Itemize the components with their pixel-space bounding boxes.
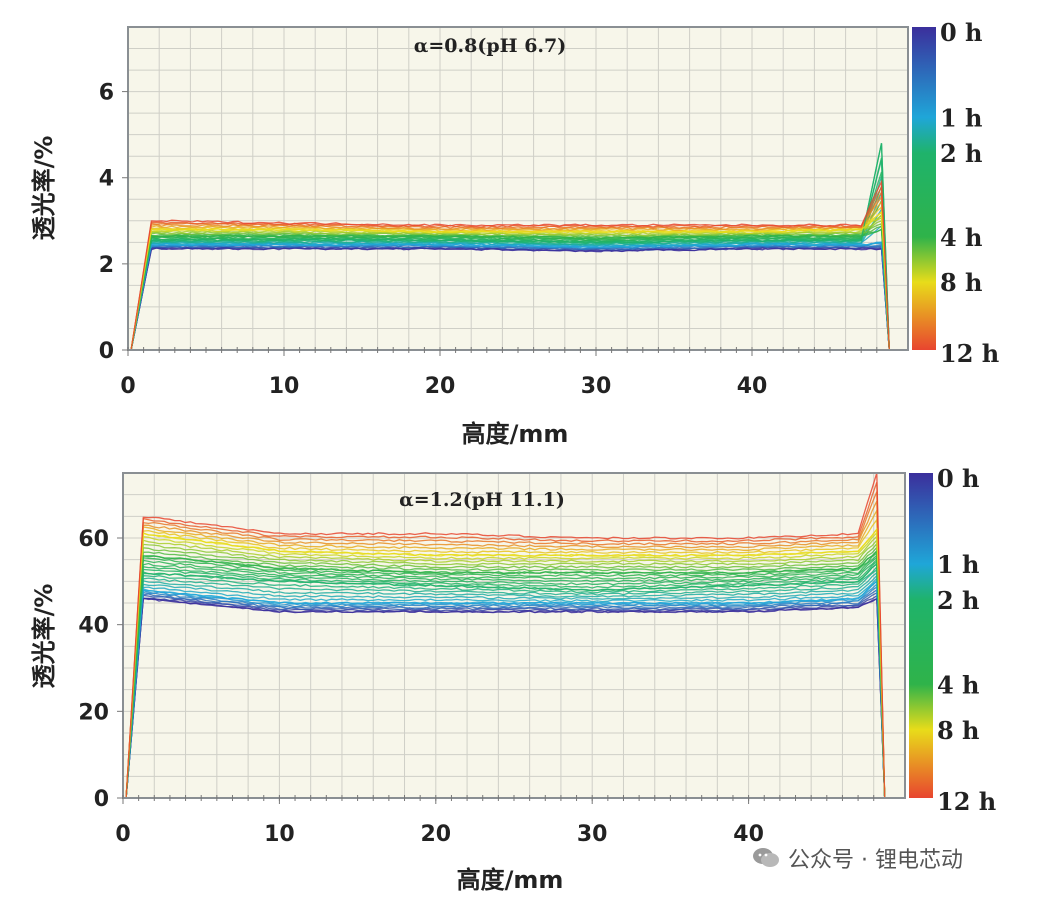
series-line-interp <box>125 535 886 799</box>
series-line-interp <box>125 551 886 799</box>
y-tick-label: 40 <box>78 614 109 639</box>
series-line-1h <box>130 241 890 351</box>
colorbar-label: 0 h <box>937 464 980 493</box>
x-tick-label: 10 <box>264 822 295 847</box>
y-tick-label: 60 <box>78 527 109 552</box>
x-tick-label: 20 <box>420 822 451 847</box>
colorbar-label: 12 h <box>940 339 999 368</box>
grid <box>127 26 909 351</box>
colorbar-label: 4 h <box>940 223 983 252</box>
x-axis-label: 高度/mm <box>457 866 564 894</box>
chart-title: α=0.8(pH 6.7) <box>414 35 566 57</box>
series-line-interp <box>125 491 886 799</box>
colorbar-label: 0 h <box>940 18 983 47</box>
colorbar <box>909 473 933 798</box>
plot-area <box>123 473 905 798</box>
colorbar-label: 4 h <box>937 670 980 699</box>
curves <box>125 472 886 799</box>
colorbar-label: 8 h <box>937 716 980 745</box>
series-line-interp <box>125 571 886 799</box>
y-tick-label: 4 <box>99 167 114 192</box>
y-axis-label: 透光率/% <box>30 136 58 241</box>
colorbar-label: 1 h <box>940 103 983 132</box>
colorbar-labels: 0 h 1 h 2 h 4 h 8 h 12 h <box>940 18 999 368</box>
series-line-interp <box>125 553 886 799</box>
y-tick-label: 20 <box>78 700 109 725</box>
x-tick-label: 40 <box>733 822 764 847</box>
series-line-8h <box>130 210 890 351</box>
series-line-1h <box>125 579 886 799</box>
series-line-interp <box>125 558 886 799</box>
ticks: 0 10 20 30 40 0 2 4 6 <box>99 81 878 399</box>
colorbar-labels: 0 h 1 h 2 h 4 h 8 h 12 h <box>937 464 996 816</box>
curves <box>130 143 890 351</box>
series-line-interp <box>125 531 886 799</box>
series-line-interp <box>130 195 890 351</box>
series-line-interp <box>125 588 886 799</box>
series-line-2h <box>130 143 890 351</box>
x-tick-label: 30 <box>577 822 608 847</box>
series-line-interp <box>125 565 886 799</box>
series-line-interp <box>125 560 886 799</box>
series-line-interp <box>125 576 886 799</box>
series-line-interp <box>125 482 886 799</box>
x-tick-label: 40 <box>737 374 768 399</box>
x-tick-label: 30 <box>581 374 612 399</box>
colorbar-label: 2 h <box>937 586 980 615</box>
watermark: 公众号 · 锂电芯动 <box>752 842 963 874</box>
colorbar-label: 2 h <box>940 139 983 168</box>
x-tick-label: 0 <box>115 822 130 847</box>
watermark-text: 公众号 · 锂电芯动 <box>788 848 963 873</box>
chart-title: α=1.2(pH 11.1) <box>399 489 565 511</box>
series-line-12h <box>130 179 890 351</box>
series-line-interp <box>125 573 886 799</box>
series-line-interp <box>125 500 886 799</box>
y-axis-label: 透光率/% <box>30 584 58 689</box>
series-line-interp <box>125 556 886 799</box>
series-line-4h <box>125 549 886 799</box>
series-line-interp <box>130 184 890 351</box>
ticks: 0 10 20 30 40 0 20 40 60 <box>78 527 875 847</box>
x-tick-label: 0 <box>120 374 135 399</box>
series-line-4h <box>130 228 890 351</box>
plot-area <box>128 27 908 350</box>
series-line-interp <box>125 518 886 799</box>
y-tick-label: 6 <box>99 81 114 106</box>
y-tick-label: 2 <box>99 253 114 278</box>
x-tick-label: 20 <box>425 374 456 399</box>
colorbar <box>912 27 936 350</box>
x-axis-label: 高度/mm <box>462 420 569 448</box>
wechat-icon <box>753 848 779 867</box>
series-line-8h <box>125 527 886 799</box>
series-line-interp <box>125 538 886 799</box>
series-line-12h <box>125 472 886 799</box>
series-line-interp <box>125 591 886 799</box>
colorbar-label: 12 h <box>937 787 996 816</box>
y-tick-label: 0 <box>99 339 114 364</box>
series-line-interp <box>125 542 886 799</box>
y-tick-label: 0 <box>94 787 109 812</box>
series-line-interp <box>125 568 886 799</box>
series-line-0h <box>130 247 890 351</box>
series-line-0h <box>125 597 886 799</box>
x-tick-label: 10 <box>269 374 300 399</box>
colorbar-label: 1 h <box>937 550 980 579</box>
series-line-interp <box>125 545 886 799</box>
series-line-interp <box>125 508 886 799</box>
colorbar-label: 8 h <box>940 268 983 297</box>
chart-panel-bottom: 0 10 20 30 40 0 20 40 60 α=1.2(pH 11.1) 高度/mm 透光… <box>30 464 996 894</box>
series-line-2h <box>125 562 886 799</box>
series-line-interp <box>130 219 890 351</box>
